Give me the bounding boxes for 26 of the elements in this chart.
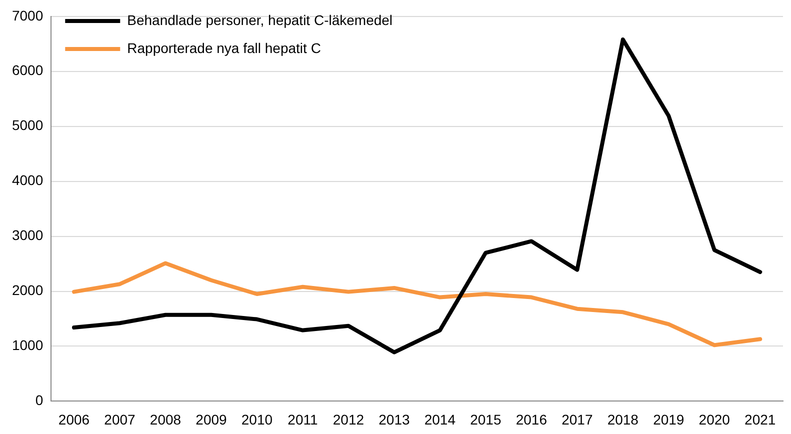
x-tick-label: 2011: [288, 411, 318, 428]
legend-label: Rapporterade nya fall hepatit C: [127, 40, 321, 56]
x-tick-label: 2014: [424, 411, 456, 428]
x-tick-label: 2017: [562, 411, 593, 428]
x-tick-label: 2009: [196, 411, 228, 428]
y-tick-label: 0: [35, 392, 44, 408]
x-tick-label: 2010: [241, 411, 273, 428]
y-tick-label: 4000: [12, 172, 44, 188]
x-tick-label: 2006: [58, 411, 90, 428]
x-tick-label: 2018: [607, 411, 639, 428]
y-tick-label: 3000: [12, 227, 44, 244]
y-tick-label: 6000: [12, 62, 44, 78]
x-tick-label: 2015: [470, 411, 502, 428]
legend-label: Behandlade personer, hepatit C-läkemedel: [127, 12, 393, 28]
y-tick-label: 1000: [12, 337, 44, 354]
x-tick-label: 2019: [653, 411, 684, 428]
x-tick-label: 2020: [698, 411, 730, 428]
x-tick-label: 2007: [104, 411, 136, 428]
x-tick-label: 2013: [378, 411, 410, 428]
y-tick-label: 7000: [12, 7, 44, 24]
y-tick-label: 5000: [12, 117, 44, 134]
x-tick-label: 2016: [516, 411, 548, 428]
x-tick-label: 2012: [332, 411, 364, 428]
y-tick-label: 2000: [12, 282, 44, 298]
x-tick-label: 2021: [744, 411, 776, 428]
x-tick-label: 2008: [150, 411, 182, 428]
